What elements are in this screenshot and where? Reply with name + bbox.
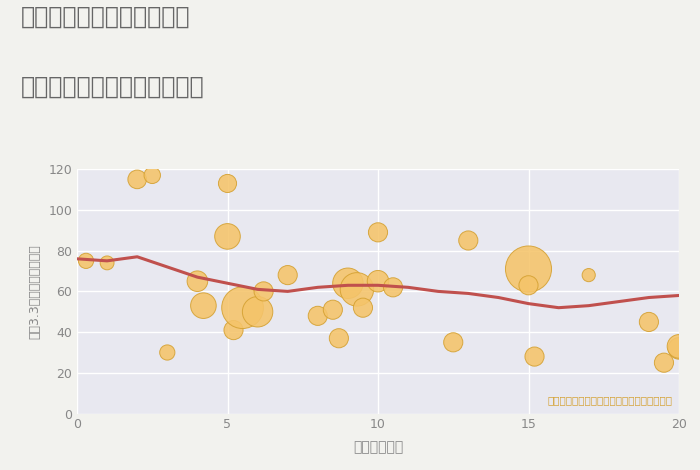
Point [448, 338, 459, 346]
Y-axis label: 坪（3.3㎡）単価（万円）: 坪（3.3㎡）単価（万円） [28, 244, 41, 339]
Point [643, 318, 655, 326]
Point [673, 345, 685, 352]
Point [357, 304, 368, 312]
Point [351, 286, 363, 293]
Point [80, 257, 92, 265]
Point [583, 271, 594, 279]
Point [312, 312, 323, 320]
Point [198, 302, 209, 309]
Point [658, 359, 669, 367]
Point [523, 282, 534, 289]
Point [328, 306, 339, 313]
Point [529, 353, 540, 360]
Point [342, 280, 354, 287]
Text: 三重県伊賀市上野愛宕町の: 三重県伊賀市上野愛宕町の [21, 5, 190, 29]
Point [237, 304, 248, 312]
Point [222, 180, 233, 187]
Point [372, 277, 384, 285]
Point [252, 308, 263, 315]
Point [333, 335, 344, 342]
Point [132, 176, 143, 183]
Point [463, 237, 474, 244]
Point [102, 259, 113, 266]
Point [388, 283, 399, 291]
Point [673, 343, 685, 350]
Point [222, 233, 233, 240]
Point [162, 349, 173, 356]
Text: 駅距離別中古マンション価格: 駅距離別中古マンション価格 [21, 75, 204, 99]
Point [523, 265, 534, 273]
Point [372, 228, 384, 236]
Point [258, 288, 270, 295]
Text: 円の大きさは、取引のあった物件面積を示す: 円の大きさは、取引のあった物件面積を示す [548, 395, 673, 406]
Point [282, 271, 293, 279]
X-axis label: 駅距離（分）: 駅距離（分） [353, 440, 403, 454]
Point [228, 326, 239, 334]
Point [147, 172, 158, 179]
Point [192, 277, 203, 285]
